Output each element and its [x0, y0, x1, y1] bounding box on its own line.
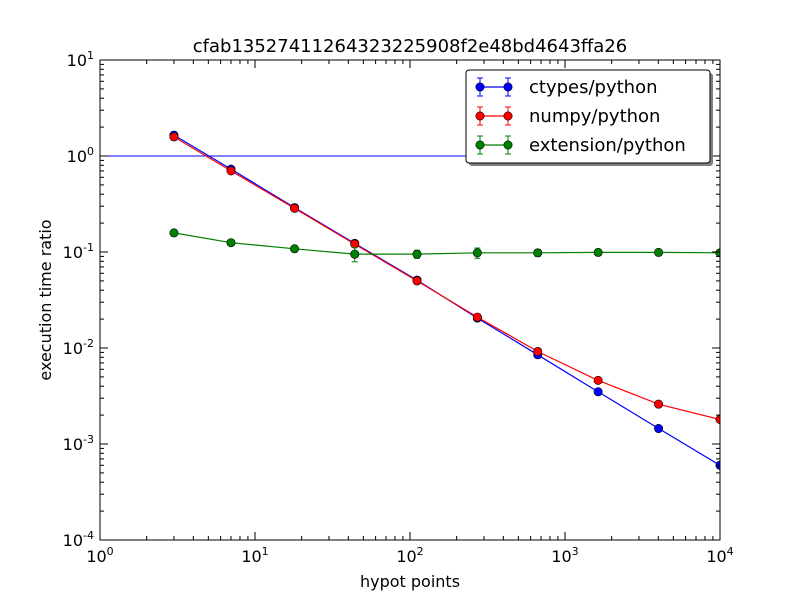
data-point	[412, 249, 422, 259]
data-point	[290, 203, 300, 213]
y-axis-title: execution time ratio	[36, 219, 55, 380]
legend-marker	[475, 140, 485, 150]
y-tick-label: 10-2	[63, 337, 94, 358]
legend-marker	[503, 82, 513, 92]
data-point	[654, 424, 664, 434]
legend-item: ctypes/python	[475, 77, 658, 98]
x-tick-label: 101	[241, 545, 268, 566]
data-point	[226, 166, 236, 176]
y-tick-label: 10-1	[63, 241, 94, 262]
data-point	[533, 346, 543, 356]
series-line	[173, 232, 720, 255]
legend-marker	[475, 111, 485, 121]
chart-title: cfab1352741126432322590​8f2e48bd4643ffa2…	[193, 36, 628, 57]
x-axis-title: hypot points	[360, 572, 460, 591]
data-point	[290, 244, 300, 254]
y-tick-label: 10-3	[63, 433, 94, 454]
legend: ctypes/python numpy/python extension/pytho…	[465, 69, 713, 166]
series-extension-python	[169, 228, 720, 263]
legend-marker	[503, 140, 513, 150]
data-point	[169, 228, 179, 238]
tick-layer: 100 101 102 103 104 10-4 10-3 10-2 10-1 100 101	[63, 49, 734, 566]
data-point	[350, 239, 360, 249]
legend-marker	[475, 82, 485, 92]
legend-box	[465, 69, 711, 164]
x-tick-label: 102	[396, 545, 423, 566]
x-tick-label: 100	[86, 545, 113, 566]
data-point	[593, 375, 603, 385]
series-line	[173, 136, 720, 421]
x-tick-label: 104	[706, 545, 733, 566]
x-tick-label: 103	[551, 545, 578, 566]
plot-frame	[99, 59, 721, 541]
data-point	[226, 238, 236, 248]
legend-label: extension/python	[529, 135, 686, 156]
data-point	[472, 248, 482, 258]
y-tick-label: 10-4	[63, 529, 94, 550]
data-point	[472, 312, 482, 322]
data-point	[533, 248, 543, 258]
data-point	[350, 249, 360, 259]
data-point	[654, 247, 664, 257]
legend-label: numpy/python	[529, 106, 660, 127]
data-point	[169, 132, 179, 142]
data-point	[593, 247, 603, 257]
legend-item: extension/python	[475, 135, 686, 156]
y-tick-label: 100	[67, 145, 94, 166]
legend-item: numpy/python	[475, 106, 660, 127]
data-point	[654, 399, 664, 409]
legend-marker	[503, 111, 513, 121]
data-point	[593, 387, 603, 397]
data-point	[412, 276, 422, 286]
y-tick-label: 101	[67, 49, 94, 70]
legend-label: ctypes/python	[529, 77, 658, 98]
